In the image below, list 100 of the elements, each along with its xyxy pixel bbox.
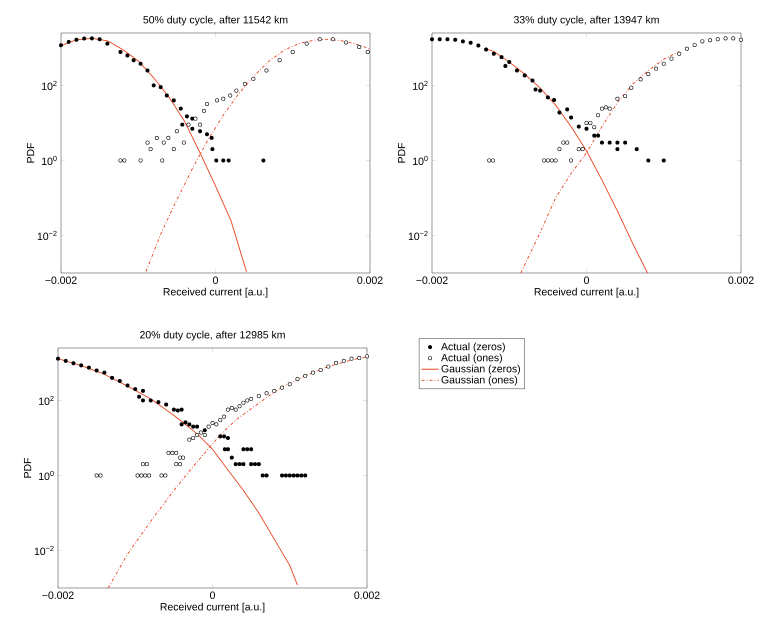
point <box>215 98 220 102</box>
point <box>206 424 211 429</box>
point <box>326 364 330 369</box>
point <box>56 356 60 361</box>
point <box>538 88 542 93</box>
point <box>288 473 292 478</box>
point <box>604 105 608 110</box>
y-tick-label: 10$^{−2}$ <box>34 546 54 556</box>
point <box>708 38 712 42</box>
point <box>716 37 720 42</box>
y-tick-label: 10$^{2}$ <box>39 396 54 406</box>
point <box>557 110 562 114</box>
point <box>569 158 574 162</box>
point <box>669 56 674 61</box>
point <box>330 37 335 42</box>
point <box>241 447 246 452</box>
legend-label: Gaussian (ones) <box>442 376 518 386</box>
point <box>125 53 130 58</box>
point <box>629 86 634 90</box>
point <box>557 147 562 152</box>
point <box>241 462 246 466</box>
y-axis-title: PDF <box>398 142 406 163</box>
point <box>278 58 282 62</box>
point <box>344 40 348 44</box>
point <box>334 360 338 365</box>
point <box>522 73 527 78</box>
point <box>684 46 689 51</box>
y-axis-title: PDF <box>24 458 32 478</box>
point <box>118 158 122 162</box>
point <box>182 140 186 145</box>
point <box>118 50 122 54</box>
point <box>295 377 300 382</box>
point <box>646 158 650 162</box>
point <box>576 147 581 152</box>
point <box>460 39 465 44</box>
point <box>164 402 168 406</box>
point <box>163 473 168 478</box>
point <box>238 404 242 408</box>
point <box>186 122 190 127</box>
point <box>238 462 242 466</box>
y-tick-label: 10$^{2}$ <box>42 80 57 90</box>
point <box>98 37 102 42</box>
point <box>154 136 159 140</box>
point <box>170 450 174 455</box>
point <box>190 126 194 131</box>
point <box>64 358 68 363</box>
point <box>654 66 658 71</box>
point <box>615 140 620 145</box>
point <box>147 473 152 478</box>
point <box>146 140 150 145</box>
point <box>146 68 150 73</box>
point <box>140 398 145 402</box>
point <box>79 363 84 368</box>
x-axis-title: Received current [a.u.] <box>534 288 638 298</box>
point <box>731 36 736 40</box>
point <box>561 140 566 145</box>
point <box>221 158 226 162</box>
point <box>82 36 86 41</box>
point <box>230 406 234 410</box>
point <box>144 462 149 466</box>
point <box>623 140 628 145</box>
point <box>310 370 315 375</box>
point <box>193 116 198 121</box>
point <box>74 38 78 42</box>
point <box>180 422 184 426</box>
point <box>565 140 570 145</box>
point <box>600 106 604 111</box>
y-tick-label: 10$^{0}$ <box>39 470 54 480</box>
point <box>453 38 458 42</box>
point <box>445 37 450 42</box>
point <box>176 408 180 412</box>
x-tick-label: −0.002 <box>42 592 74 599</box>
point <box>565 107 570 112</box>
point <box>615 147 620 152</box>
point <box>342 358 346 363</box>
point <box>105 42 110 46</box>
point <box>137 394 142 399</box>
point <box>357 356 362 360</box>
point <box>507 60 512 64</box>
point <box>592 134 596 138</box>
point <box>98 473 102 478</box>
point <box>140 388 145 393</box>
point <box>552 98 556 102</box>
point <box>295 473 300 478</box>
point <box>550 158 554 162</box>
point <box>366 50 370 54</box>
legend-label: Actual (ones) <box>441 354 502 364</box>
y-axis-title: PDF <box>26 142 34 163</box>
point <box>514 68 519 73</box>
point <box>187 438 192 442</box>
point <box>357 44 362 49</box>
point <box>148 398 153 402</box>
point <box>191 424 196 429</box>
x-axis-title: Received current [a.u.] <box>164 288 268 298</box>
point <box>476 44 480 48</box>
point <box>226 158 231 162</box>
point <box>184 114 189 118</box>
point <box>198 129 202 134</box>
y-tick-label: 10$^{0}$ <box>413 156 428 166</box>
point <box>256 394 261 398</box>
